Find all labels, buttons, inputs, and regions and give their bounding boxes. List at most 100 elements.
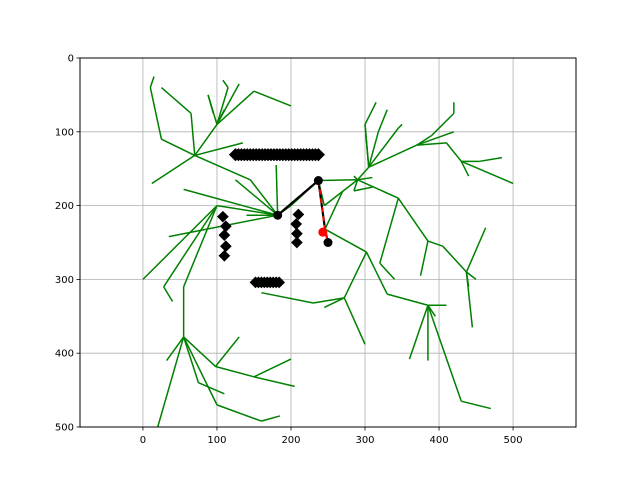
x-tick-label: 500 — [504, 435, 523, 446]
tree-edge — [182, 205, 218, 288]
tree-edge — [157, 336, 185, 427]
y-tick-label: 0 — [68, 54, 74, 65]
x-tick-label: 100 — [207, 435, 226, 446]
tree-edge — [253, 376, 295, 388]
obstacle — [228, 148, 325, 162]
tree-edge — [163, 286, 174, 302]
tree-edge — [357, 166, 370, 181]
tree-edge — [253, 358, 292, 378]
tree-edge — [368, 127, 399, 168]
tree-edge — [215, 365, 255, 378]
tree-edge — [198, 382, 225, 395]
x-tick-label: 0 — [140, 435, 146, 446]
tree-edge — [261, 415, 281, 422]
tree-edge — [397, 123, 403, 129]
tree-edge — [367, 131, 380, 168]
tree-edge — [194, 123, 218, 156]
tree-edge — [182, 336, 200, 383]
tree-edge — [323, 297, 345, 309]
tree-edge — [194, 142, 244, 157]
y-tick-label: 100 — [55, 127, 74, 138]
tree-edge — [397, 197, 429, 242]
path-node — [273, 210, 283, 220]
tree-edge — [318, 179, 358, 182]
tree-edge — [368, 144, 418, 168]
tree-edge — [416, 131, 455, 146]
tree-edge — [261, 291, 314, 304]
tree-edge — [234, 179, 279, 216]
x-tick-label: 400 — [429, 435, 448, 446]
tree-edge — [190, 113, 196, 156]
y-tick-label: 500 — [55, 423, 74, 434]
tree-edge — [183, 188, 278, 216]
tree-edge — [151, 154, 196, 185]
tree-edge — [460, 160, 514, 185]
tree-edge — [379, 198, 400, 264]
tree-edge — [357, 176, 373, 181]
tree-edge — [182, 336, 218, 406]
path-node — [323, 238, 333, 247]
tree-edge — [149, 87, 163, 140]
tree-edge — [364, 124, 370, 168]
tree-edge — [216, 90, 255, 125]
tree-edge — [142, 205, 218, 280]
tree-edge — [161, 138, 196, 157]
y-tick-label: 400 — [55, 349, 74, 360]
tree-edge — [253, 90, 292, 107]
tree-edge — [353, 179, 359, 192]
tree-edge — [419, 240, 429, 276]
tree-edge — [216, 204, 278, 216]
tree-edge — [163, 205, 218, 288]
tree-edge — [387, 293, 429, 306]
tree-edge — [465, 271, 477, 280]
obstacle — [249, 276, 285, 289]
tree-edge — [408, 304, 429, 360]
axes-frame — [79, 57, 577, 428]
tree-edge — [207, 94, 214, 114]
tree-edge — [357, 179, 399, 199]
tree-edge — [353, 186, 373, 192]
obstacle — [217, 210, 232, 262]
x-tick-label: 300 — [355, 435, 374, 446]
tree-edge — [460, 160, 470, 177]
tree-edge — [379, 262, 396, 280]
tree-edge — [323, 179, 359, 207]
x-tick-label: 200 — [281, 435, 300, 446]
tree-edge — [353, 175, 359, 181]
tree-edge — [427, 304, 462, 402]
tree-edge — [214, 336, 240, 367]
tree-edge — [465, 227, 487, 273]
tree-edge — [479, 156, 503, 163]
path-nodes — [273, 176, 333, 247]
tree-edge — [216, 83, 240, 125]
tree-edge — [149, 76, 155, 88]
tree-edge — [365, 251, 388, 295]
tree-edge — [343, 297, 366, 345]
goal-point — [318, 227, 328, 237]
tree-edge — [216, 404, 262, 422]
tree-edge — [324, 228, 367, 253]
path-node — [313, 176, 323, 186]
tree-edge — [275, 164, 279, 216]
axis-ticks: 0 100 200 300 400 500 0 100 200 300 400 500 — [55, 54, 523, 447]
y-tick-label: 300 — [55, 275, 74, 286]
tree-edge — [166, 336, 185, 362]
tree-edge — [249, 179, 279, 216]
tree-edge — [222, 79, 229, 88]
tree-edge — [465, 271, 474, 328]
tree-edge — [442, 245, 467, 273]
tree-edge — [431, 112, 455, 137]
obstacle — [290, 208, 305, 249]
tree-edge — [183, 336, 216, 368]
tree-edge — [416, 142, 447, 146]
tree-edge — [343, 251, 368, 299]
tree-edge — [194, 154, 251, 181]
tree-edge — [160, 86, 192, 114]
tree-edge — [313, 297, 345, 304]
tree-edge — [377, 109, 388, 133]
tree-edge — [461, 400, 492, 410]
tree-edge — [427, 240, 443, 247]
tree-edge — [216, 87, 229, 125]
